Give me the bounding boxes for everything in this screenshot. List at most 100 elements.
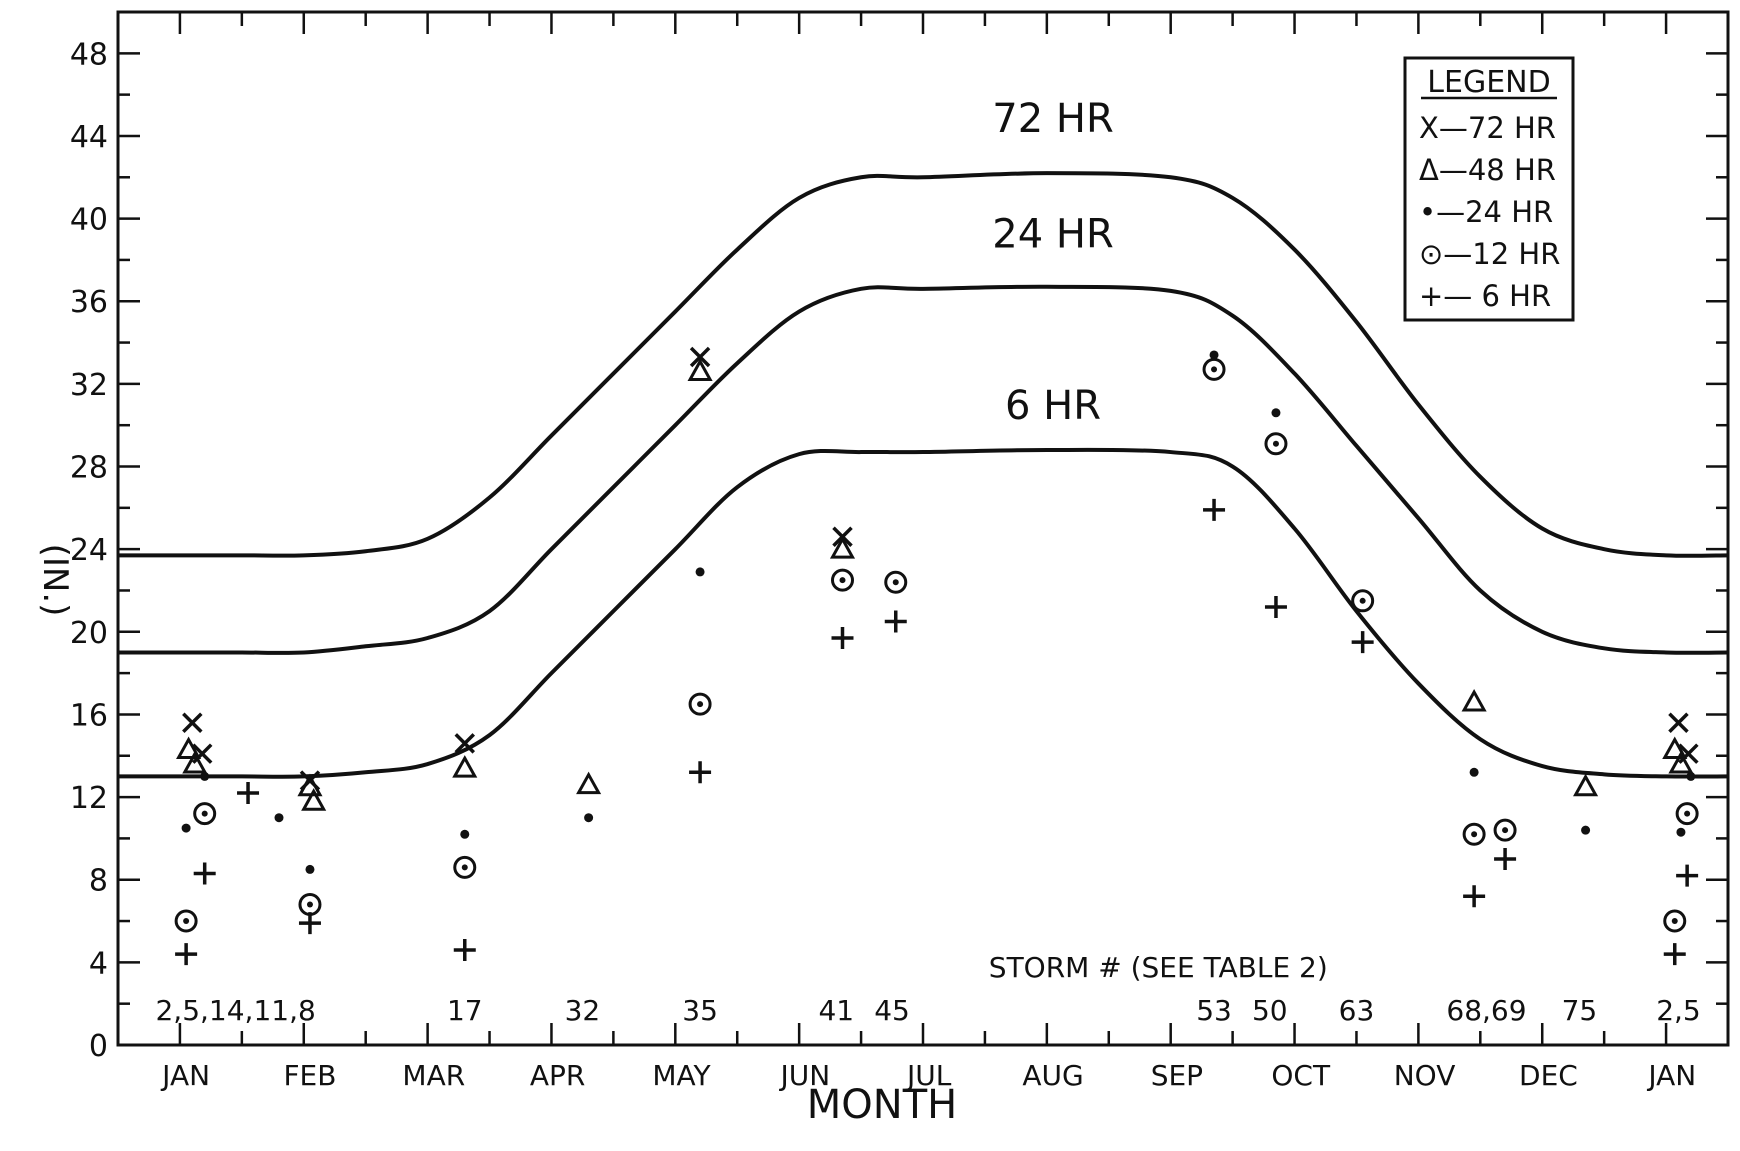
point-circle (1264, 432, 1288, 456)
circle-center (201, 810, 208, 817)
point-plus (1351, 631, 1374, 654)
storm-number: 2,5,14,11,8 (155, 994, 315, 1027)
point-x (182, 712, 203, 733)
y-tick-label: 32 (70, 368, 108, 403)
point-triangle (829, 536, 856, 559)
point-circle (1202, 357, 1226, 381)
circle-ring (1264, 432, 1288, 456)
point-dot (274, 813, 284, 823)
point-plus (1203, 498, 1226, 521)
point-plus (298, 912, 321, 935)
storm-number: 50 (1252, 994, 1288, 1027)
point-plus (1663, 943, 1686, 966)
point-triangle (1461, 688, 1487, 712)
circle-center (306, 901, 313, 908)
storm-number: 68,69 (1446, 994, 1526, 1027)
point-x (689, 346, 711, 368)
circle-ring (1351, 589, 1375, 613)
y-tick-label: 4 (89, 946, 108, 981)
circle-ring (831, 568, 854, 592)
point-circle (1675, 802, 1699, 826)
point-plus (453, 938, 476, 961)
circle-center (1671, 918, 1678, 925)
circle-ring (884, 570, 908, 594)
storm-labels: STORM # (SEE TABLE 2) 2,5,14,11,8 17 32 35 41… (155, 951, 1700, 1027)
point-dot (200, 771, 210, 781)
point-plus (689, 761, 712, 784)
curve-label: 72 HR (992, 96, 1113, 142)
curve-6-hr (118, 447, 1729, 779)
month-label: SEP (1151, 1059, 1203, 1092)
y-tick-label: 20 (70, 616, 108, 651)
point-circle (174, 909, 198, 933)
month-label: MAY (652, 1059, 711, 1092)
y-tick-label: 40 (70, 203, 108, 238)
curve-label: 6 HR (1005, 383, 1101, 429)
storm-number: 53 (1196, 994, 1232, 1027)
point-circle (1663, 909, 1687, 933)
circle-center (1211, 366, 1218, 373)
point-dot (1581, 825, 1591, 835)
circle-ring (453, 855, 477, 879)
y-tick-label: 36 (70, 285, 108, 320)
point-plus (237, 781, 260, 804)
point-plus (1676, 864, 1699, 887)
y-tick-label: 44 (70, 120, 108, 155)
point-dot (460, 829, 470, 839)
point-triangle (1668, 750, 1694, 774)
point-dot (1209, 350, 1219, 360)
point-circle (688, 692, 712, 716)
circle-center (1272, 440, 1279, 447)
month-label: FEB (283, 1059, 336, 1092)
point-triangle (301, 788, 327, 811)
month-label: JUN (778, 1059, 830, 1092)
storm-number: 45 (874, 994, 910, 1027)
point-dot (305, 864, 315, 874)
storm-number: 35 (682, 994, 718, 1027)
point-plus (1264, 596, 1287, 619)
month-label: APR (530, 1059, 586, 1092)
point-dot (1686, 771, 1696, 781)
point-plus (831, 626, 854, 649)
circle-center (1684, 810, 1691, 817)
circle-ring (1462, 822, 1486, 846)
circle-center (183, 918, 190, 925)
x-axis-label: MONTH (807, 1082, 957, 1128)
point-plus (175, 943, 198, 966)
point-circle (298, 893, 322, 917)
point-circle (453, 855, 477, 879)
point-triangle (576, 771, 602, 795)
point-plus (1463, 885, 1486, 908)
point-circle (884, 570, 908, 594)
point-circle (193, 802, 217, 826)
curve-72-hr (118, 171, 1729, 558)
legend: LEGEND X—72 HR Δ—48 HR •—24 HR ⊙—12 HR +— 6 H… (1403, 56, 1575, 322)
month-label: JAN (1646, 1059, 1696, 1092)
point-circle (1493, 818, 1517, 842)
point-triangle (687, 358, 713, 381)
month-label: JUL (905, 1059, 952, 1092)
y-tick-label: 8 (89, 864, 108, 899)
circle-ring (1493, 818, 1517, 842)
y-tick-label: 48 (70, 37, 108, 72)
point-dot (1676, 827, 1686, 837)
point-dot (1271, 408, 1281, 418)
circle-ring (1663, 909, 1687, 933)
month-label: AUG (1022, 1059, 1083, 1092)
point-triangle (182, 750, 208, 774)
circle-center (697, 701, 704, 708)
point-x (1678, 743, 1699, 764)
legend-item-label: •—24 HR (1419, 195, 1553, 229)
storm-header: STORM # (SEE TABLE 2) (989, 951, 1328, 984)
legend-box (1403, 56, 1575, 322)
circle-center (461, 864, 468, 871)
legend-item-label: X—72 HR (1419, 111, 1556, 145)
point-dot (695, 567, 705, 577)
point-dot (584, 813, 594, 823)
point-plus (884, 610, 907, 633)
storm-number: 32 (565, 994, 601, 1027)
y-tick-label: 12 (70, 781, 108, 816)
circle-center (839, 577, 846, 584)
point-triangle (1573, 773, 1599, 797)
